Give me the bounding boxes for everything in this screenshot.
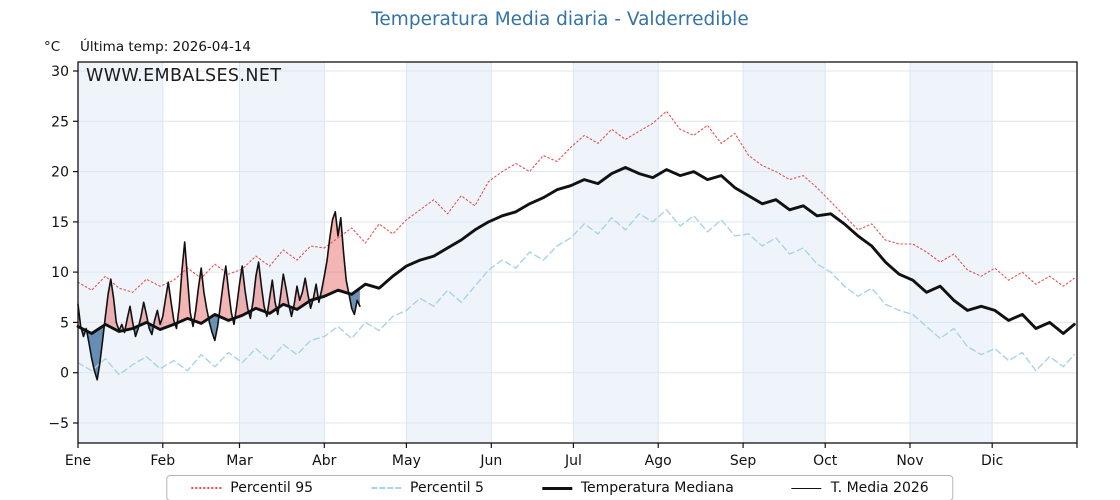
x-tick-label: Ene bbox=[65, 453, 91, 469]
series-percentil-95 bbox=[77, 110, 1075, 293]
legend-item-t-media-2026: T. Media 2026 bbox=[791, 480, 929, 496]
legend-item-label: T. Media 2026 bbox=[830, 480, 929, 496]
x-tick-label: Oct bbox=[813, 453, 838, 469]
axis-ticks-and-labels: −5 0 5 10 15 20 25 30 Ene Feb Mar Abr May Jun Jul Ago Se… bbox=[48, 64, 1078, 469]
gridlines bbox=[78, 62, 1077, 443]
series-t-media-2026 bbox=[77, 211, 361, 381]
legend-line-sample-thick-black-icon bbox=[541, 486, 572, 490]
y-tick-label: 15 bbox=[51, 215, 69, 231]
series-temperatura-mediana bbox=[76, 166, 1076, 335]
x-tick-label: Nov bbox=[896, 453, 923, 469]
legend-line-sample-dashed-blue-icon bbox=[371, 487, 402, 489]
legend-item-percentil-95: Percentil 95 bbox=[191, 480, 313, 496]
y-tick-label: −5 bbox=[48, 416, 69, 432]
series-percentil-5 bbox=[77, 209, 1076, 376]
y-tick-label: 20 bbox=[51, 165, 69, 181]
legend-item-label: Percentil 5 bbox=[410, 480, 484, 496]
plot-frame bbox=[77, 61, 1078, 444]
x-tick-label: Feb bbox=[150, 453, 175, 469]
y-tick-label: 0 bbox=[60, 366, 69, 382]
x-tick-label: Abr bbox=[312, 453, 336, 469]
chart-legend: Percentil 95 Percentil 5 Temperatura Media… bbox=[166, 475, 954, 500]
x-tick-label: Ago bbox=[645, 453, 672, 469]
y-tick-label: 30 bbox=[51, 64, 69, 80]
anomaly-fills bbox=[78, 211, 360, 380]
legend-item-percentil-5: Percentil 5 bbox=[371, 480, 484, 496]
x-tick-label: Dic bbox=[981, 453, 1003, 469]
legend-item-label: Temperatura Mediana bbox=[580, 480, 734, 496]
x-tick-label: Jun bbox=[479, 453, 502, 469]
watermark-text: WWW.EMBALSES.NET bbox=[86, 66, 281, 86]
watermark: WWW.EMBALSES.NET bbox=[86, 66, 281, 86]
y-tick-label: 5 bbox=[60, 315, 69, 331]
x-tick-label: Sep bbox=[730, 453, 757, 469]
last-temp-label: Última temp: 2026-04-14 bbox=[80, 39, 252, 55]
legend-line-sample-dotted-red-icon bbox=[191, 487, 222, 489]
x-tick-label: May bbox=[392, 453, 421, 469]
legend-item-temperatura-mediana: Temperatura Mediana bbox=[541, 480, 734, 496]
y-tick-label: 10 bbox=[51, 265, 69, 281]
y-axis-unit-label: °C bbox=[44, 39, 61, 55]
x-tick-label: Jul bbox=[564, 453, 582, 469]
x-tick-label: Mar bbox=[226, 453, 253, 469]
month-bands bbox=[78, 62, 993, 443]
legend-item-label: Percentil 95 bbox=[230, 480, 314, 496]
legend-line-sample-thin-black-icon bbox=[791, 487, 822, 489]
y-tick-label: 25 bbox=[51, 114, 69, 130]
page-title: Temperatura Media diaria - Valderredible bbox=[371, 9, 749, 30]
